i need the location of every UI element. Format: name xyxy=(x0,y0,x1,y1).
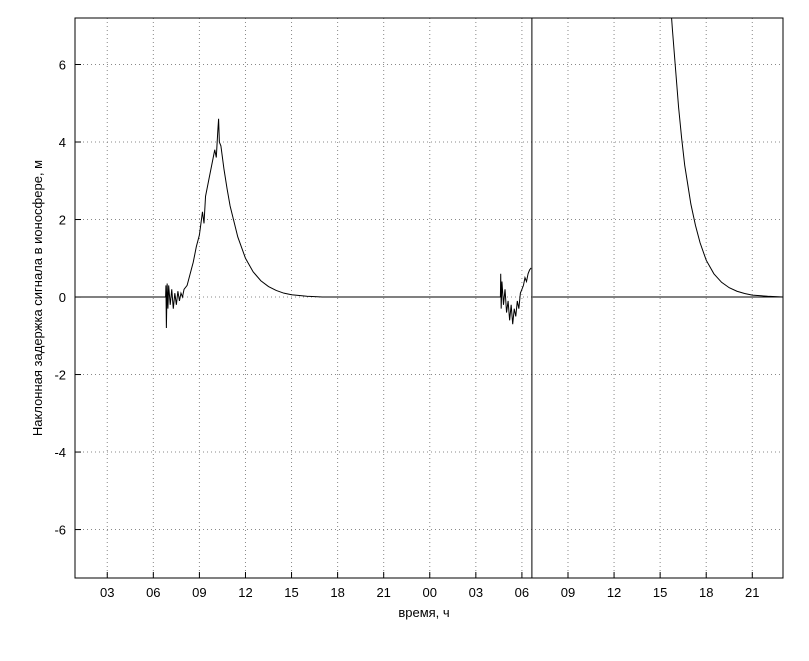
x-tick-label: 18 xyxy=(330,585,344,600)
y-tick-label: 0 xyxy=(59,290,66,305)
x-tick-label: 21 xyxy=(745,585,759,600)
data-line xyxy=(75,118,783,329)
y-tick-label: 4 xyxy=(59,135,66,150)
y-tick-label: -2 xyxy=(54,368,66,383)
y-tick-label: 6 xyxy=(59,58,66,73)
y-tick-label: -4 xyxy=(54,445,66,460)
x-tick-label: 06 xyxy=(146,585,160,600)
x-tick-label: 15 xyxy=(284,585,298,600)
x-tick-label: 06 xyxy=(515,585,529,600)
tick-labels: -6 -4 -2 0 2 4 6 03 06 09 12 15 18 21 00 03 06 09 12 15 18 21 xyxy=(54,58,759,600)
x-tick-label: 03 xyxy=(100,585,114,600)
x-axis-label: время, ч xyxy=(398,605,449,620)
x-tick-label: 09 xyxy=(192,585,206,600)
x-tick-label: 00 xyxy=(423,585,437,600)
x-tick-label: 21 xyxy=(376,585,390,600)
data-line xyxy=(671,18,783,298)
x-tick-label: 09 xyxy=(561,585,575,600)
plot-lines xyxy=(75,18,783,578)
axes-box xyxy=(74,17,784,579)
y-axis-label: Наклонная задержка сигнала в ионосфере, … xyxy=(30,160,45,436)
x-tick-label: 15 xyxy=(653,585,667,600)
x-tick-label: 18 xyxy=(699,585,713,600)
y-tick-label: -6 xyxy=(54,523,66,538)
x-tick-label: 12 xyxy=(238,585,252,600)
x-tick-label: 12 xyxy=(607,585,621,600)
grid xyxy=(75,18,783,578)
x-tick-label: 03 xyxy=(469,585,483,600)
y-tick-label: 2 xyxy=(59,213,66,228)
